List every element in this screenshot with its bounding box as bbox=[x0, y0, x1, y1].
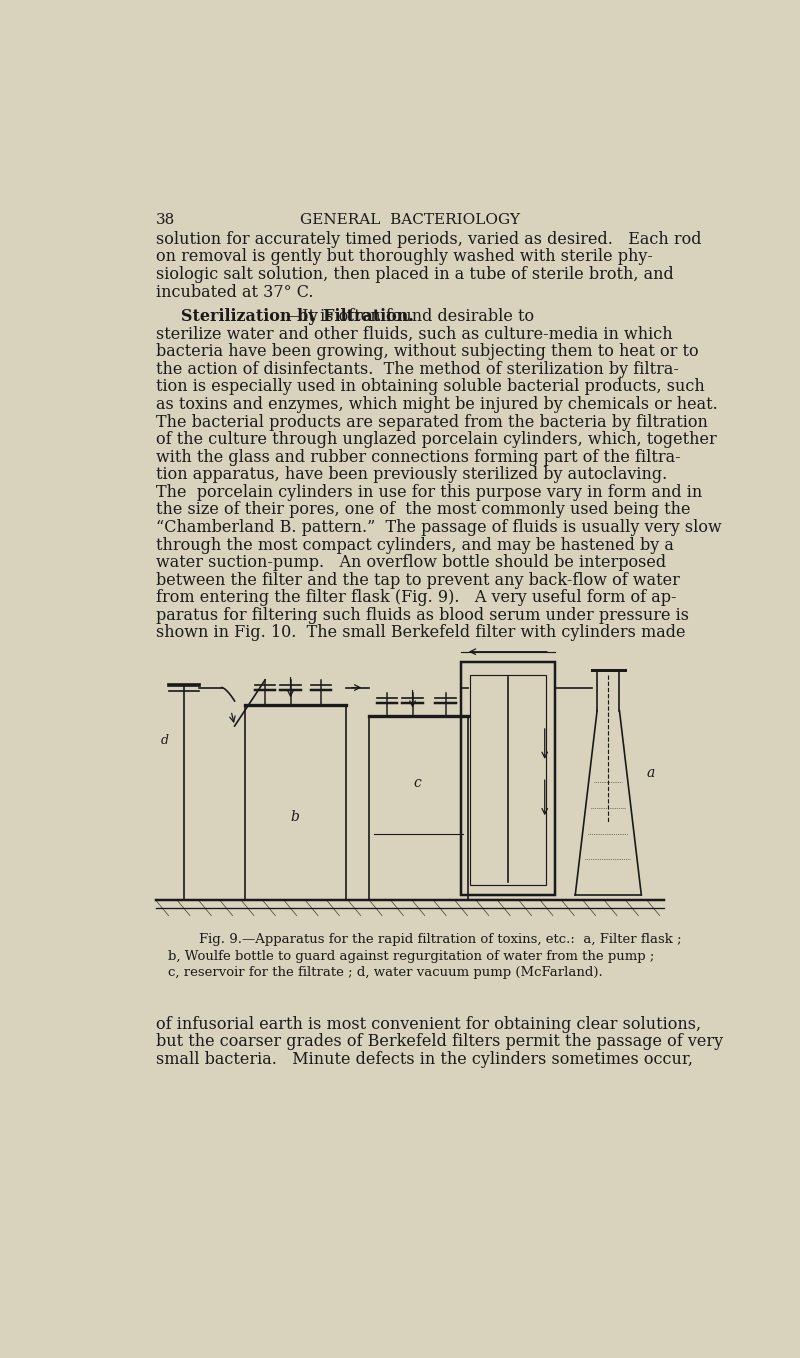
Text: of infusorial earth is most convenient for obtaining clear solutions,: of infusorial earth is most convenient f… bbox=[156, 1016, 701, 1032]
Bar bbox=[245, 706, 346, 900]
Text: Sterilization by Filtration.: Sterilization by Filtration. bbox=[181, 308, 414, 325]
Bar bbox=[461, 661, 555, 895]
Text: the size of their pores, one of  the most commonly used being the: the size of their pores, one of the most… bbox=[156, 501, 690, 519]
Text: c: c bbox=[414, 777, 422, 790]
Bar bbox=[470, 675, 546, 885]
Text: through the most compact cylinders, and may be hastened by a: through the most compact cylinders, and … bbox=[156, 536, 674, 554]
Text: d: d bbox=[161, 733, 169, 747]
Text: The  porcelain cylinders in use for this purpose vary in form and in: The porcelain cylinders in use for this … bbox=[156, 483, 702, 501]
Text: from entering the filter flask (Fig. 9).   A very useful form of ap-: from entering the filter flask (Fig. 9).… bbox=[156, 589, 676, 606]
Text: small bacteria.   Minute defects in the cylinders sometimes occur,: small bacteria. Minute defects in the cy… bbox=[156, 1051, 693, 1067]
Text: between the filter and the tap to prevent any back-flow of water: between the filter and the tap to preven… bbox=[156, 572, 680, 589]
Text: 38: 38 bbox=[156, 213, 175, 227]
Text: but the coarser grades of Berkefeld filters permit the passage of very: but the coarser grades of Berkefeld filt… bbox=[156, 1033, 723, 1050]
Text: The bacterial products are separated from the bacteria by filtration: The bacterial products are separated fro… bbox=[156, 414, 708, 430]
Text: tion apparatus, have been previously sterilized by autoclaving.: tion apparatus, have been previously ste… bbox=[156, 466, 667, 483]
Text: Fig. 9.—Apparatus for the rapid filtration of toxins, etc.:  a, Filter flask ;: Fig. 9.—Apparatus for the rapid filtrati… bbox=[199, 933, 682, 947]
Text: GENERAL  BACTERIOLOGY: GENERAL BACTERIOLOGY bbox=[300, 213, 520, 227]
Text: water suction-pump.   An overflow bottle should be interposed: water suction-pump. An overflow bottle s… bbox=[156, 554, 666, 572]
Text: incubated at 37° C.: incubated at 37° C. bbox=[156, 284, 314, 300]
Text: of the culture through unglazed porcelain cylinders, which, together: of the culture through unglazed porcelai… bbox=[156, 432, 717, 448]
Text: b, Woulfe bottle to guard against regurgitation of water from the pump ;: b, Woulfe bottle to guard against regurg… bbox=[168, 949, 654, 963]
Text: as toxins and enzymes, which might be injured by chemicals or heat.: as toxins and enzymes, which might be in… bbox=[156, 397, 718, 413]
Text: the action of disinfectants.  The method of sterilization by filtra-: the action of disinfectants. The method … bbox=[156, 361, 678, 378]
Text: c, reservoir for the filtrate ; d, water vacuum pump (McFarland).: c, reservoir for the filtrate ; d, water… bbox=[168, 966, 603, 979]
Text: b: b bbox=[290, 809, 299, 824]
Text: “Chamberland B. pattern.”  The passage of fluids is usually very slow: “Chamberland B. pattern.” The passage of… bbox=[156, 519, 722, 536]
Bar bbox=[370, 716, 469, 900]
Text: solution for accurately timed periods, varied as desired.   Each rod: solution for accurately timed periods, v… bbox=[156, 231, 702, 249]
Text: tion is especially used in obtaining soluble bacterial products, such: tion is especially used in obtaining sol… bbox=[156, 379, 705, 395]
Text: with the glass and rubber connections forming part of the filtra-: with the glass and rubber connections fo… bbox=[156, 448, 681, 466]
Text: paratus for filtering such fluids as blood serum under pressure is: paratus for filtering such fluids as blo… bbox=[156, 607, 689, 623]
Text: a: a bbox=[646, 766, 654, 781]
Text: bacteria have been growing, without subjecting them to heat or to: bacteria have been growing, without subj… bbox=[156, 344, 698, 360]
Text: on removal is gently but thoroughly washed with sterile phy-: on removal is gently but thoroughly wash… bbox=[156, 249, 653, 266]
Text: shown in Fig. 10.  The small Berkefeld filter with cylinders made: shown in Fig. 10. The small Berkefeld fi… bbox=[156, 625, 686, 641]
Text: siologic salt solution, then placed in a tube of sterile broth, and: siologic salt solution, then placed in a… bbox=[156, 266, 674, 282]
Text: sterilize water and other fluids, such as culture-media in which: sterilize water and other fluids, such a… bbox=[156, 326, 673, 342]
Text: —It is often found desirable to: —It is often found desirable to bbox=[286, 308, 534, 325]
